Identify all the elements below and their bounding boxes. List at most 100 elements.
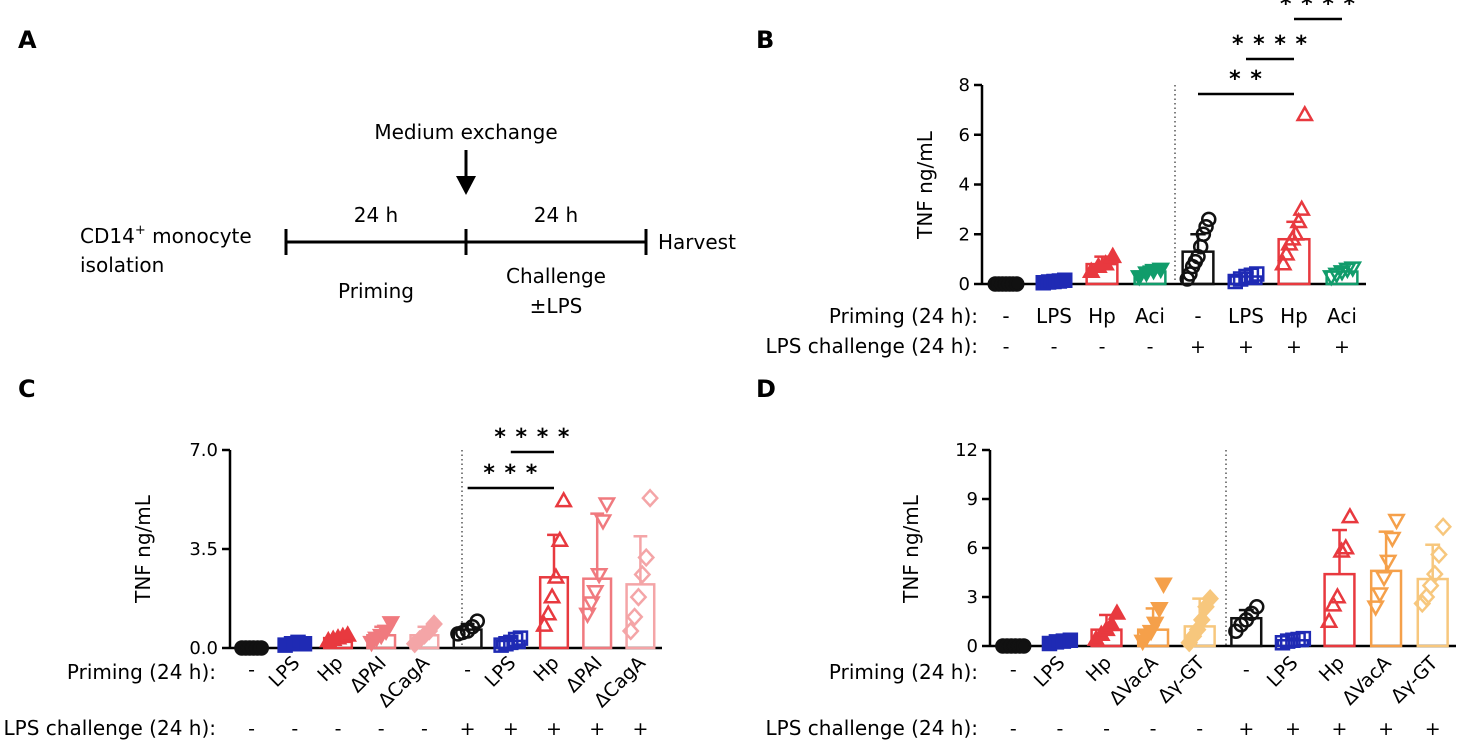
data-point [641,488,659,508]
challenge-label: - [248,718,255,740]
panel-label-b: B [756,26,774,54]
data-point [625,607,644,627]
challenge-label: - [1051,336,1058,358]
y-tick-label: 6 [967,538,978,559]
data-point [381,616,401,633]
data-point [1319,611,1339,628]
significance-stars: * * [1229,67,1263,92]
x-category-label: LPS [1263,652,1303,692]
challenge-row-label: LPS challenge (24 h): [4,716,216,740]
x-category-label: Hp [1280,304,1308,328]
panel-label-c: C [18,375,36,403]
chart-panel-c: TNF ng/mL Priming (24 h): LPS challenge … [4,425,662,740]
data-point [1201,588,1219,609]
chart-panel-d: TNF ng/mL Priming (24 h): LPS challenge … [766,440,1456,740]
data-point [1201,211,1217,228]
data-point [1103,246,1123,264]
challenge-row-label: LPS challenge (24 h): [766,716,978,740]
data-point [1387,513,1406,531]
challenge-label: + [460,718,476,740]
data-point [1295,104,1315,122]
data-point [1227,273,1243,290]
x-category-label: - [1002,304,1009,328]
data-point [1273,254,1293,271]
challenge-label: + [1332,718,1348,740]
timeline-diagram: CD14+ monocyte isolation Medium exchange… [80,120,736,318]
challenge-label: + [1285,718,1301,740]
x-category-label: LPS [265,652,305,692]
x-category-label: Hp [1082,652,1116,686]
y-tick-label: 6 [959,125,970,146]
panel-label-a: A [18,26,37,54]
x-category-label: ΔVacA [1338,652,1396,710]
data-point [1151,262,1171,280]
data-point [535,615,554,632]
y-tick-label: 8 [959,75,970,96]
data-point [1343,261,1363,278]
data-point [1009,276,1025,292]
x-category-label: - [248,659,255,681]
cell-label-cd14: CD14 [80,224,135,248]
data-point [1425,564,1444,584]
x-category-label: Hp [313,652,347,686]
challenge-label: + [1334,336,1350,358]
challenge-label: + [546,718,562,740]
priming-row-label: Priming (24 h): [829,660,978,684]
data-point [1182,266,1198,282]
data-point [1248,599,1265,615]
challenge-label: + [632,718,648,740]
data-point [554,490,573,508]
data-point [542,587,562,604]
chart-b-plot: 0 2 4 6 8 - - LPS - Hp - Aci - - + LPS + Hp + Aci + * * * * * … [959,0,1366,358]
data-point [621,621,640,641]
data-point [1232,271,1249,287]
chart-d-plot: 036912--LPS-Hp-ΔVacA-Δγ-GT--+LPS+Hp+ΔVac… [955,440,1456,740]
x-category-label: Hp [529,652,563,686]
x-category-label: - [1243,659,1250,681]
x-category-label: Aci [1327,304,1357,328]
data-point [1249,266,1265,282]
x-category-label: - [464,659,471,681]
duration-challenge: 24 h [534,203,578,227]
data-point [1323,595,1343,612]
data-point [1198,219,1214,235]
cell-label-isolation: isolation [80,253,164,277]
challenge-label: - [378,718,385,740]
cell-label: CD14+ monocyte [80,223,252,248]
chart-panel-b: TNF ng/mL Priming (24 h): LPS challenge … [766,0,1366,358]
significance-stars: * * * * [1232,32,1308,57]
bar [582,577,613,650]
data-point [1366,600,1385,617]
challenge-label: - [1010,718,1017,740]
challenge-label: - [335,718,342,740]
data-point [1145,616,1165,634]
challenge-label: + [1378,718,1394,740]
challenge-label: - [1147,336,1154,358]
y-tick-label: 3.5 [189,539,218,560]
data-point [1292,199,1311,216]
data-point [582,596,601,613]
data-point [1413,593,1432,614]
data-point [507,631,524,648]
data-point [637,547,656,568]
significance-stars: * * * [483,461,538,486]
data-point [1374,570,1394,588]
x-category-label: LPS [1030,652,1070,692]
duration-priming: 24 h [354,203,398,227]
challenge-label: - [291,718,298,740]
data-point [1192,610,1211,630]
challenge-label: - [421,718,428,740]
challenge-label: - [1196,718,1203,740]
y-tick-label: 2 [959,224,970,245]
x-category-label: - [1010,659,1017,681]
challenge-row-label: LPS challenge (24 h): [766,334,978,358]
x-category-label: - [1194,304,1201,328]
challenge-label: + [1425,718,1441,740]
x-category-label: Hp [1315,652,1349,686]
challenge-label: + [1238,718,1254,740]
data-point [1150,601,1169,619]
y-axis-title: TNF ng/mL [131,494,155,604]
data-point [1062,632,1079,649]
data-point [1286,224,1305,241]
x-category-label: Aci [1135,304,1165,328]
